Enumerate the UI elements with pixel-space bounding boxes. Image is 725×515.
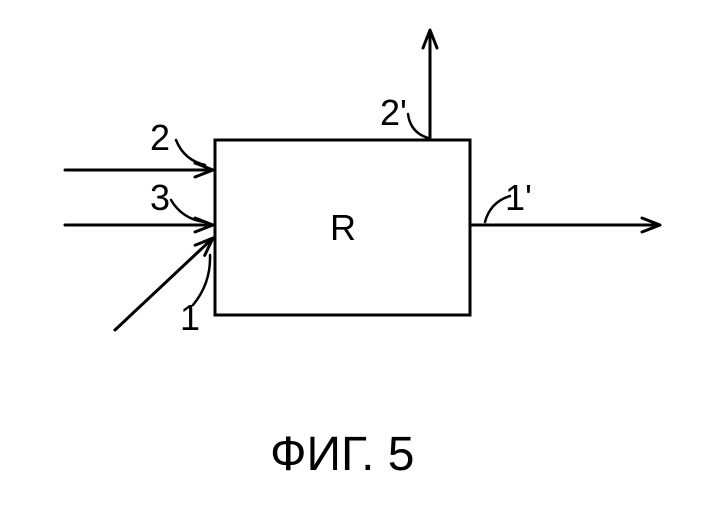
diagram-svg: R 2 3 1 2' 1' ФИГ. 5	[0, 0, 725, 515]
label-1: 1	[180, 297, 200, 338]
label-3: 3	[150, 177, 170, 218]
reactor-label: R	[330, 207, 356, 248]
label-1-prime: 1'	[505, 177, 532, 218]
figure-caption: ФИГ. 5	[270, 428, 415, 481]
label-2-prime: 2'	[380, 92, 407, 133]
label-2: 2	[150, 117, 170, 158]
